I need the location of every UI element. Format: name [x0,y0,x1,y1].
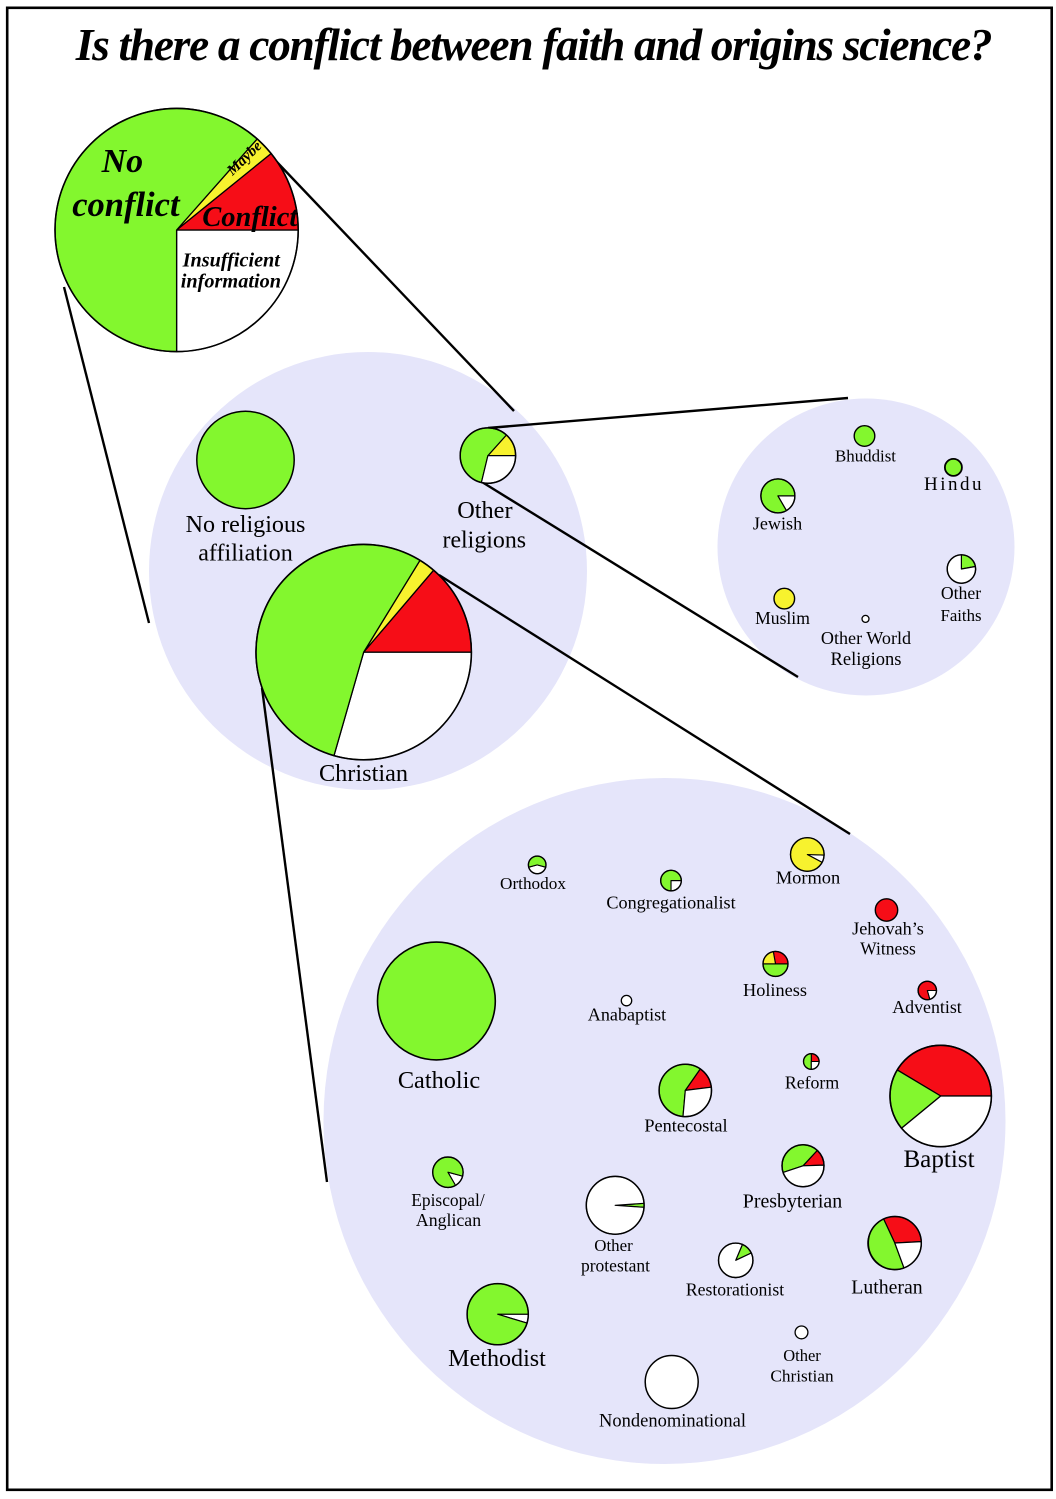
svg-text:Anglican: Anglican [416,1210,481,1230]
svg-text:Other: Other [457,497,512,524]
svg-text:Lutheran: Lutheran [851,1276,923,1298]
svg-text:information: information [181,270,281,292]
svg-text:Jehovah’s: Jehovah’s [852,919,924,939]
svg-text:Witness: Witness [860,938,916,958]
svg-text:Baptist: Baptist [903,1146,974,1173]
svg-text:Nondenominational: Nondenominational [599,1412,746,1432]
svg-text:Christian: Christian [770,1367,834,1386]
svg-text:Methodist: Methodist [448,1346,546,1372]
svg-text:Mormon: Mormon [776,868,840,888]
svg-text:Anabaptist: Anabaptist [588,1005,666,1025]
svg-text:Pentecostal: Pentecostal [644,1115,727,1135]
svg-text:No religious: No religious [186,512,306,538]
svg-text:Bhuddist: Bhuddist [835,446,896,465]
svg-text:Other: Other [941,583,981,603]
svg-text:affiliation: affiliation [198,540,293,566]
svg-text:Muslim: Muslim [755,608,810,628]
svg-text:Congregationalist: Congregationalist [606,893,735,913]
svg-text:Hindu: Hindu [924,474,984,495]
svg-text:No: No [101,143,144,180]
svg-text:Catholic: Catholic [398,1067,481,1094]
svg-text:Presbyterian: Presbyterian [743,1191,842,1213]
svg-text:Other World: Other World [821,628,911,648]
svg-text:Other: Other [783,1346,821,1365]
svg-text:Other: Other [594,1236,633,1255]
svg-text:Adventist: Adventist [892,997,962,1017]
svg-text:Faiths: Faiths [940,606,981,625]
svg-text:Episcopal/: Episcopal/ [411,1190,485,1210]
svg-text:Holiness: Holiness [743,980,807,1000]
svg-text:Reform: Reform [785,1073,839,1093]
svg-text:Restorationist: Restorationist [686,1280,784,1300]
svg-text:Jewish: Jewish [753,514,802,534]
svg-text:Conflict: Conflict [202,202,298,233]
svg-text:Christian: Christian [319,760,408,787]
svg-text:religions: religions [442,528,526,554]
svg-text:Is there a conflict between fa: Is there a conflict between faith and or… [75,19,992,70]
svg-text:Religions: Religions [831,650,902,670]
svg-text:protestant: protestant [581,1255,650,1275]
svg-text:Orthodox: Orthodox [500,874,566,893]
svg-text:conflict: conflict [72,186,181,224]
svg-text:Insufficient: Insufficient [182,250,282,272]
